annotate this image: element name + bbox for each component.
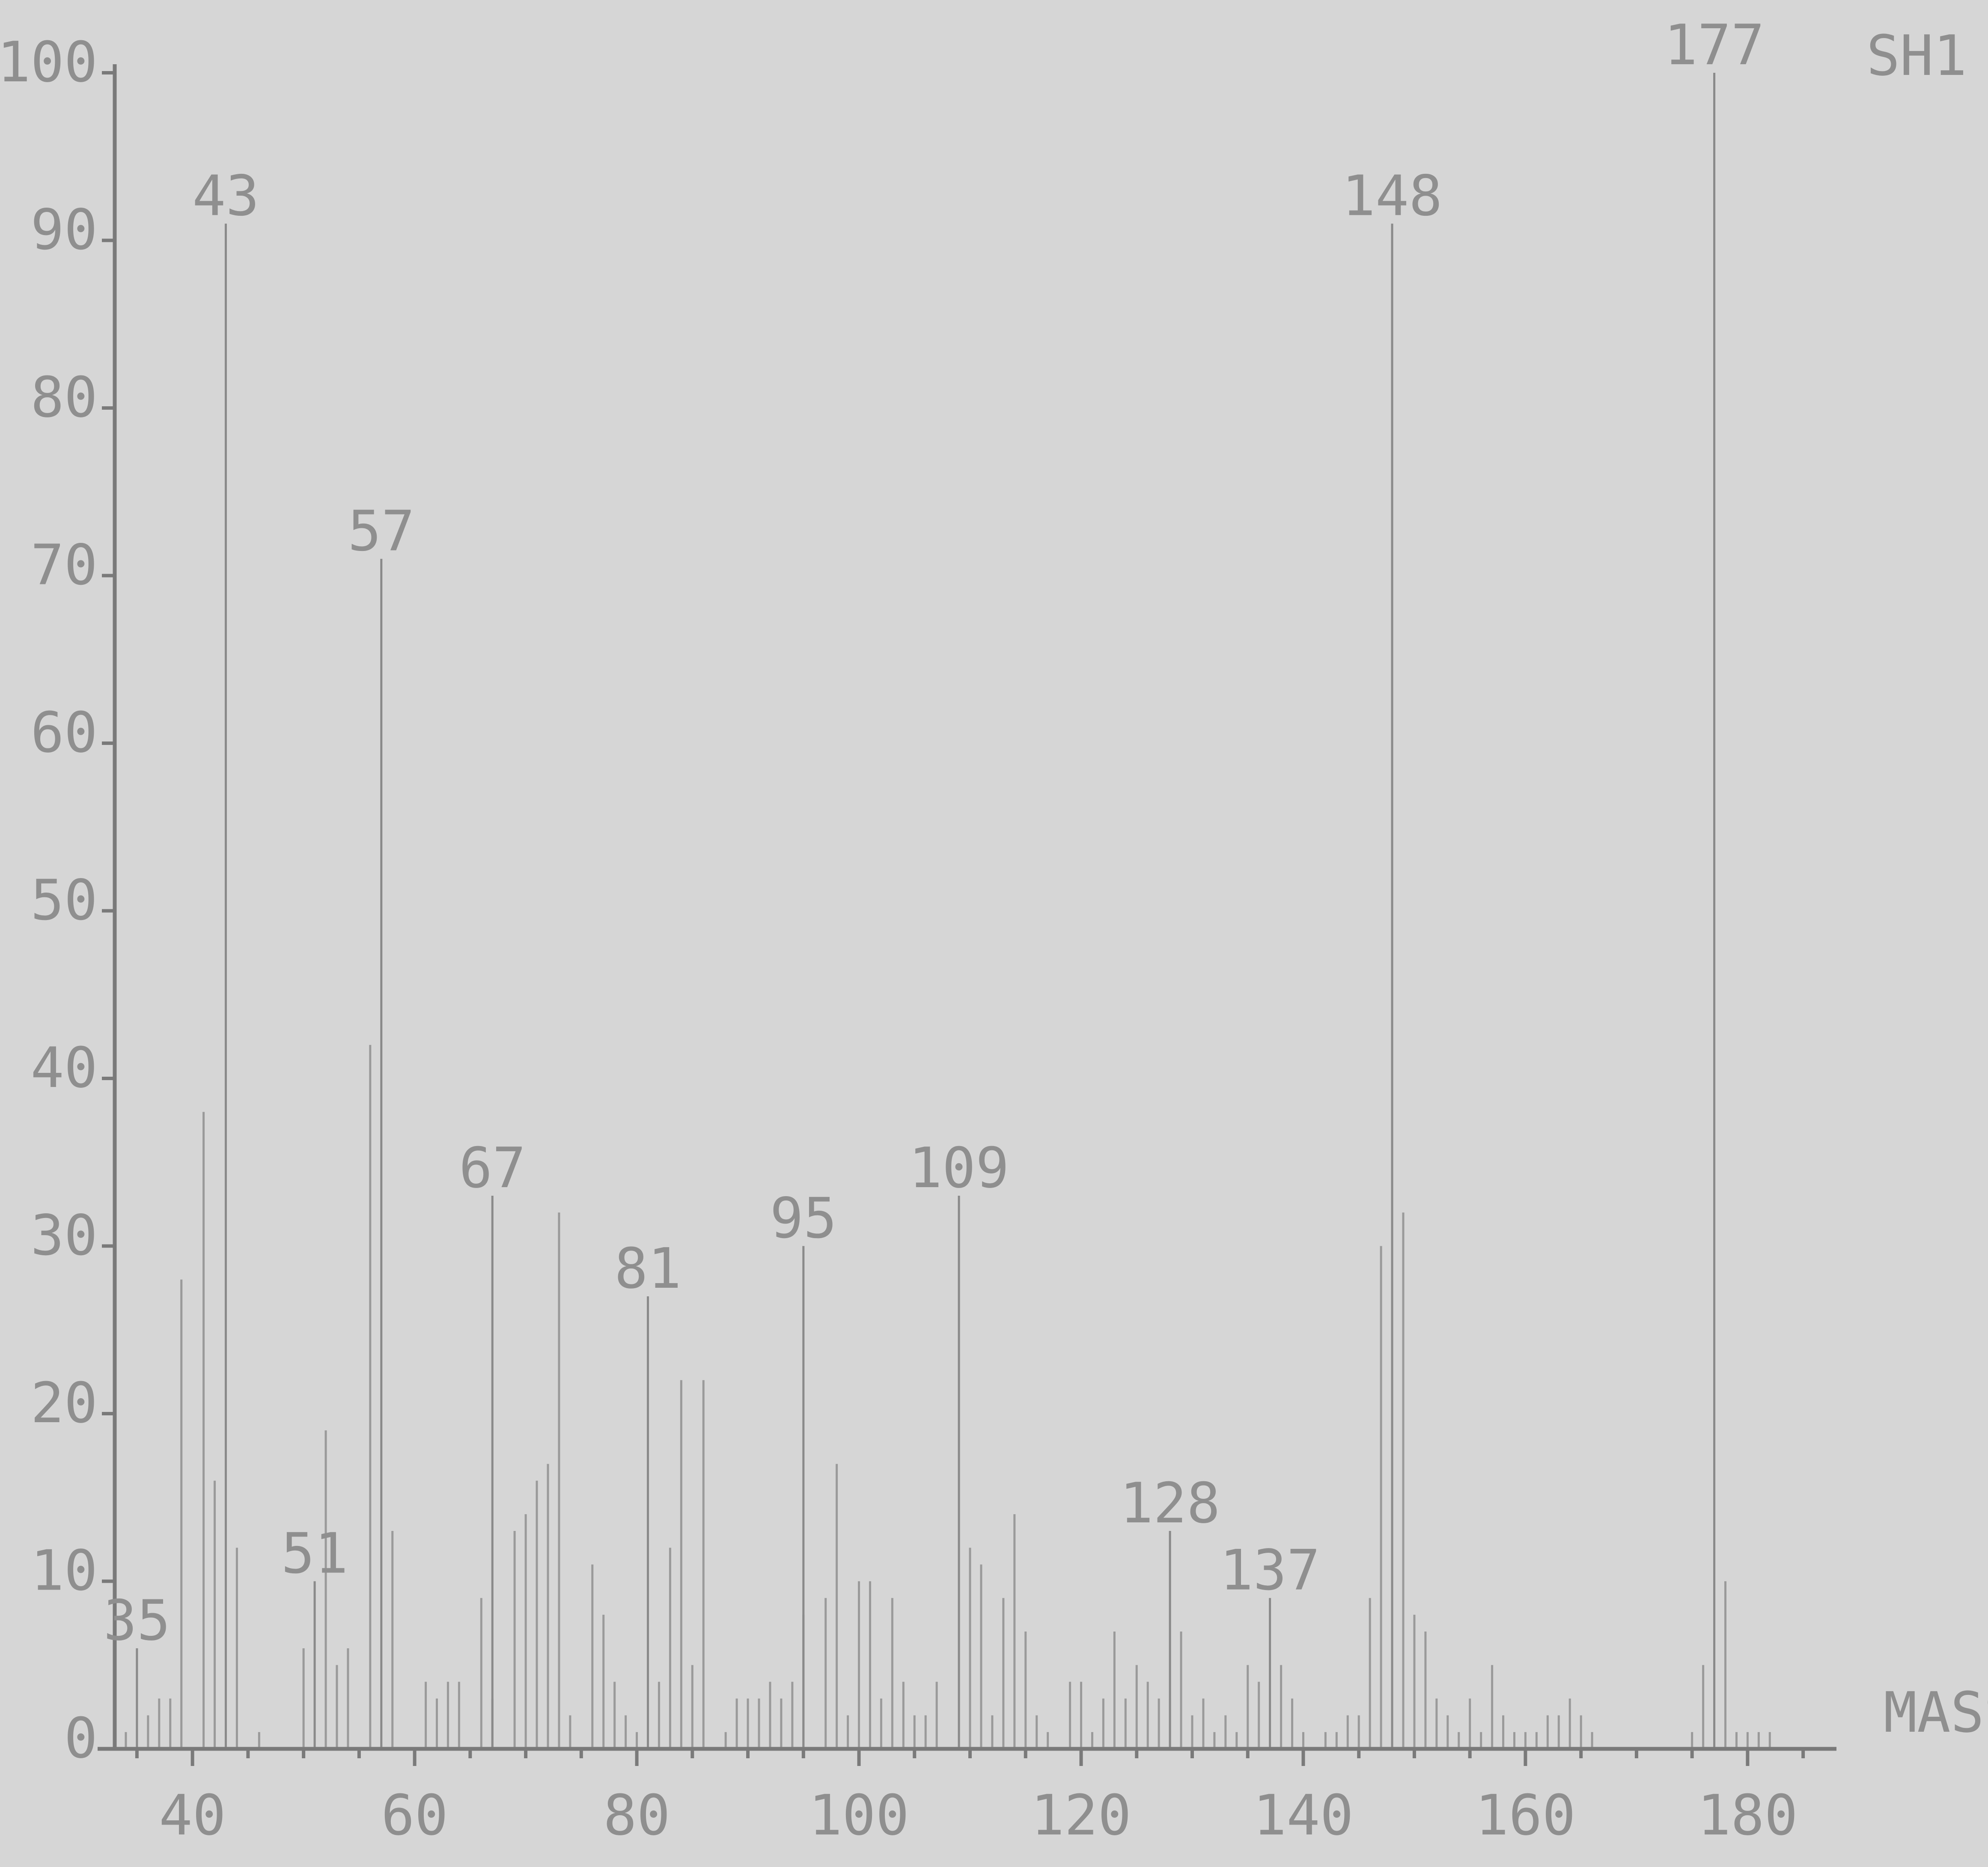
y-tick-label: 10	[30, 1538, 98, 1603]
major-peaks-group	[136, 73, 1716, 1749]
peak-label: 109	[909, 1135, 1009, 1200]
peak-label: 95	[770, 1186, 837, 1251]
peak-label: 177	[1664, 12, 1765, 77]
peak-label: 128	[1120, 1471, 1220, 1536]
peak-label: 81	[614, 1236, 682, 1301]
peak-label: 51	[281, 1521, 348, 1586]
x-tick-label: 180	[1697, 1783, 1798, 1848]
x-tick-label: 120	[1031, 1783, 1131, 1848]
peak-label: 57	[348, 498, 415, 563]
y-tick-label: 50	[30, 868, 98, 933]
y-tick-label: 80	[30, 365, 98, 430]
y-tick-label: 60	[30, 700, 98, 765]
x-tick-label: 140	[1253, 1783, 1354, 1848]
peak-label: 43	[192, 163, 259, 228]
spectrum-id-label: SH1	[1866, 23, 1967, 88]
y-tick-label: 20	[30, 1370, 98, 1435]
peak-label: 137	[1220, 1538, 1320, 1603]
x-tick-label: 60	[381, 1783, 448, 1848]
peak-label: 35	[104, 1588, 171, 1653]
x-tick-label: 40	[159, 1783, 226, 1848]
x-tick-label: 100	[809, 1783, 909, 1848]
x-tick-label: 80	[603, 1783, 670, 1848]
y-axis: 0 10 20 30 40 50 60 70 80 90 100	[0, 30, 117, 1771]
y-tick-label: 30	[30, 1203, 98, 1268]
x-axis-title: MASS	[1884, 1680, 1988, 1745]
y-tick-label: 70	[30, 533, 98, 598]
x-tick-label: 160	[1475, 1783, 1576, 1848]
y-tick-label: 90	[30, 197, 98, 262]
y-tick-label: 0	[64, 1706, 98, 1771]
minor-peaks-group	[125, 1045, 1771, 1749]
peak-label: 148	[1342, 163, 1443, 228]
peak-label: 67	[459, 1135, 526, 1200]
y-tick-label: 100	[0, 30, 98, 95]
x-axis: 40 60 80 100 120 140 160 180	[98, 1747, 1836, 1848]
y-tick-label: 40	[30, 1035, 98, 1100]
